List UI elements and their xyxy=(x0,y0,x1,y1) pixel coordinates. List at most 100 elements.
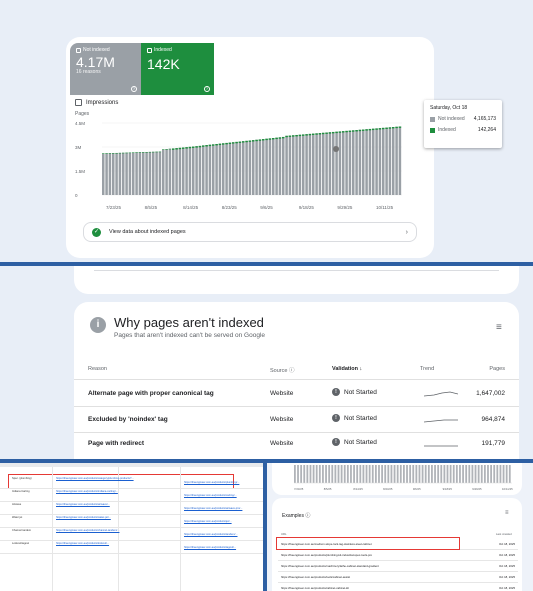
tooltip-row: Indexed 142,264 xyxy=(430,127,496,133)
bar-not-indexed xyxy=(252,140,255,195)
sheet-row-label: Water jet xyxy=(12,516,23,519)
sheet-url-link[interactable]: https://theengineer.com.au/products/plum… xyxy=(184,481,240,484)
bar-indexed xyxy=(118,152,122,154)
mini-bar xyxy=(368,465,371,483)
bar-not-indexed xyxy=(382,127,385,195)
sheet-url-link[interactable]: https://theengineer.com.au/products/airw… xyxy=(56,503,110,506)
mini-bar xyxy=(437,465,440,483)
sheet-url-link[interactable]: https://theengineer.com.au/products/tago… xyxy=(184,546,237,549)
trend-sparkline xyxy=(424,419,458,423)
example-date: Oct 18, 2025 xyxy=(498,586,515,590)
filter-icon[interactable]: ≡ xyxy=(505,510,509,516)
mini-bar xyxy=(381,465,383,483)
bar-indexed xyxy=(215,143,218,146)
not-indexed-tile[interactable]: Not indexed 4.17M 16 reasons ? xyxy=(70,43,141,95)
bar-indexed xyxy=(378,128,382,130)
bar-indexed xyxy=(342,131,345,133)
bar-indexed xyxy=(255,139,258,142)
example-url[interactable]: https://theengineer.com.au/products/tool… xyxy=(281,575,351,579)
mini-bar xyxy=(418,465,421,483)
sheet-row-line xyxy=(0,553,263,554)
example-date: Oct 18, 2025 xyxy=(498,542,515,546)
bar-indexed xyxy=(272,138,275,140)
sheet-url-link[interactable]: https://theengineer.com.au/products/lock… xyxy=(56,542,110,545)
bar-not-indexed xyxy=(365,129,368,195)
mini-x-tick: 9/18/25 xyxy=(443,487,453,491)
mini-bar xyxy=(440,465,443,483)
bar-not-indexed xyxy=(368,128,372,195)
sheet-url-link[interactable]: https://theengineer.com.au/products/airw… xyxy=(184,507,243,510)
sheet-url-link[interactable]: https://theengineer.com.au/products/chan… xyxy=(56,529,120,532)
bar-indexed xyxy=(235,141,238,144)
help-icon[interactable]: ? xyxy=(204,86,210,92)
filter-icon[interactable]: ≡ xyxy=(496,322,502,333)
bar-not-indexed xyxy=(275,137,278,195)
bar-not-indexed xyxy=(178,147,182,195)
bar-indexed xyxy=(212,144,215,146)
mini-bar xyxy=(480,465,483,483)
col-source[interactable]: Source ⓘ xyxy=(270,368,295,374)
bar-indexed xyxy=(355,130,358,132)
example-row[interactable]: https://theengineer.com.au/products/cabi… xyxy=(278,582,518,591)
not-indexed-reasons: 16 reasons xyxy=(76,69,101,75)
impressions-toggle[interactable]: Impressions xyxy=(75,99,118,106)
bar-indexed xyxy=(245,140,248,143)
reason-label[interactable]: Alternate page with proper canonical tag xyxy=(88,390,214,397)
bar-not-indexed xyxy=(318,133,322,195)
bar-not-indexed xyxy=(115,152,118,195)
checkbox-icon[interactable] xyxy=(75,99,82,106)
checkbox-icon xyxy=(147,47,152,53)
mini-bar xyxy=(297,465,299,483)
mini-bar xyxy=(346,465,349,483)
bar-not-indexed xyxy=(228,142,232,195)
help-icon[interactable]: ⓘ xyxy=(305,513,311,519)
help-icon[interactable]: ? xyxy=(131,86,137,92)
mini-bar xyxy=(474,465,477,483)
sheet-url-link[interactable]: https://theengineer.com.au/products/indi… xyxy=(56,490,118,493)
bar-not-indexed xyxy=(142,152,145,195)
sheet-row-label: Lockout/tagout xyxy=(12,542,30,545)
col-validation[interactable]: Validation ↓ xyxy=(332,366,363,372)
bar-indexed xyxy=(365,129,368,131)
example-row[interactable]: https://theengineer.com.au/products/plum… xyxy=(278,549,518,561)
mini-bar xyxy=(325,465,327,483)
sheet-url-link[interactable]: https://theengineer.com.au/products/jet/… xyxy=(184,520,232,523)
sheet-url-link[interactable]: https://theengineer.com.au/products/cate… xyxy=(56,477,134,480)
example-row[interactable]: https://theengineer.com.au/products/mach… xyxy=(278,560,518,572)
bar-indexed xyxy=(158,151,162,153)
example-url[interactable]: https://theengineer.com.au/products/mach… xyxy=(281,564,379,568)
bar-indexed xyxy=(135,152,138,153)
help-icon[interactable]: ⓘ xyxy=(288,368,295,374)
info-icon: ! xyxy=(332,388,340,396)
bar-indexed xyxy=(168,148,172,150)
sheet-column-line xyxy=(180,467,181,591)
tooltip-date: Saturday, Oct 18 xyxy=(430,105,468,111)
col-last-crawled[interactable]: Last crawled xyxy=(496,532,512,536)
sheet-row-label: Channel tandem xyxy=(12,529,32,532)
mini-bar xyxy=(493,465,496,483)
legend-swatch xyxy=(430,127,435,133)
sheet-row-label: Indiana Carting xyxy=(12,490,30,493)
bar-not-indexed xyxy=(308,133,312,195)
bar-indexed xyxy=(262,139,265,141)
annotation-marker xyxy=(333,146,339,152)
example-row[interactable]: https://theengineer.com.au/products/tool… xyxy=(278,571,518,583)
col-pages[interactable]: Pages xyxy=(489,366,505,372)
sheet-url-link[interactable]: https://theengineer.com.au/products/wate… xyxy=(56,516,111,519)
bar-indexed xyxy=(225,142,228,145)
bar-indexed xyxy=(285,135,288,138)
sheet-url-link[interactable]: https://theengineer.com.au/products/cart… xyxy=(184,494,237,497)
bar-indexed xyxy=(315,133,318,135)
example-url[interactable]: https://theengineer.com.au/products/cabi… xyxy=(281,586,349,590)
reason-label[interactable]: Excluded by 'noindex' tag xyxy=(88,416,168,423)
bar-indexed xyxy=(178,147,182,150)
col-reason[interactable]: Reason xyxy=(88,366,107,372)
indexed-tile[interactable]: Indexed 142K ? xyxy=(141,43,214,95)
bar-indexed xyxy=(238,141,242,143)
reason-label[interactable]: Page with redirect xyxy=(88,440,144,447)
example-url[interactable]: https://theengineer.com.au/medium-slope-… xyxy=(281,542,372,546)
bar-indexed xyxy=(112,153,115,154)
sheet-url-link[interactable]: https://theengineer.com.au/products/tand… xyxy=(184,533,238,536)
example-url[interactable]: https://theengineer.com.au/products/plum… xyxy=(281,553,373,557)
view-indexed-data-row[interactable]: ✓ View data about indexed pages › xyxy=(83,222,417,242)
